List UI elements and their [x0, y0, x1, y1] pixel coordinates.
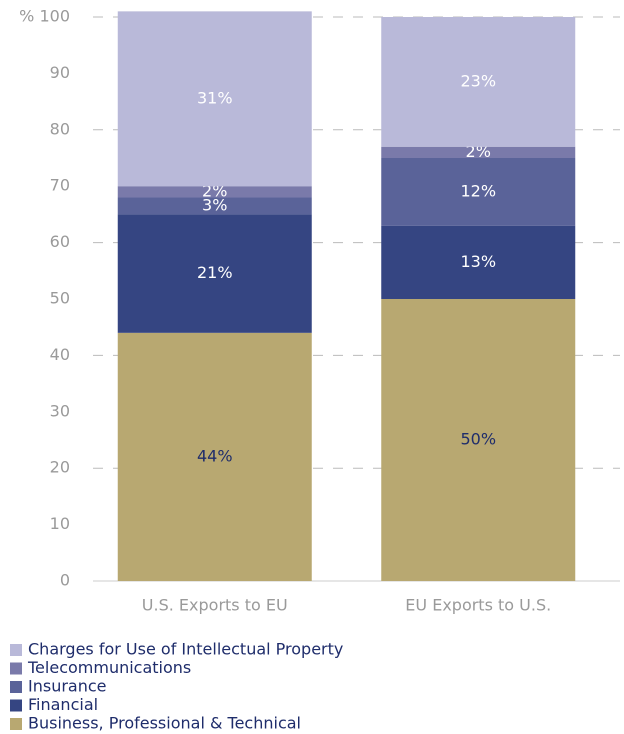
data-label: 12%	[460, 181, 496, 200]
bar-segment	[381, 158, 576, 226]
legend-swatch	[10, 699, 22, 712]
y-tick-label: 10	[50, 514, 70, 533]
y-tick-label: % 100	[19, 7, 70, 26]
y-tick-label: 60	[50, 232, 70, 251]
legend-swatch	[10, 718, 22, 730]
y-tick-label: 20	[50, 458, 70, 477]
data-label: 3%	[202, 195, 227, 214]
bar-segment	[381, 146, 576, 158]
data-label: 21%	[197, 263, 233, 282]
data-label: 44%	[197, 446, 233, 465]
bar-segment	[117, 186, 312, 198]
y-tick-label: 40	[50, 345, 70, 364]
bar-segment	[117, 214, 312, 333]
y-tick-label: 0	[60, 571, 70, 590]
bar-segment	[117, 197, 312, 215]
data-label: 23%	[460, 71, 496, 90]
data-label: 31%	[197, 88, 233, 107]
legend-swatch	[10, 644, 22, 656]
y-tick-label: 30	[50, 401, 70, 420]
legend-swatch	[10, 681, 22, 693]
y-tick-label: 50	[50, 289, 70, 308]
bar-segment	[381, 225, 576, 299]
bar-segment	[381, 17, 576, 147]
y-tick-label: 70	[50, 176, 70, 195]
x-tick-label: U.S. Exports to EU	[142, 596, 288, 615]
x-tick-label: EU Exports to U.S.	[405, 596, 551, 615]
legend-label: Telecommunications	[27, 658, 191, 677]
y-tick-label: 90	[50, 63, 70, 82]
legend-label: Financial	[28, 695, 98, 714]
bar-segment	[381, 299, 576, 581]
legend-label: Charges for Use of Intellectual Property	[28, 640, 343, 659]
bar-segment	[117, 11, 312, 187]
bar-segment	[117, 332, 312, 581]
legend-swatch	[10, 662, 22, 675]
y-tick-label: 80	[50, 119, 70, 138]
legend-label: Business, Professional & Technical	[28, 714, 301, 733]
data-label: 13%	[460, 252, 496, 271]
data-label: 50%	[460, 430, 496, 449]
legend-label: Insurance	[28, 677, 107, 696]
